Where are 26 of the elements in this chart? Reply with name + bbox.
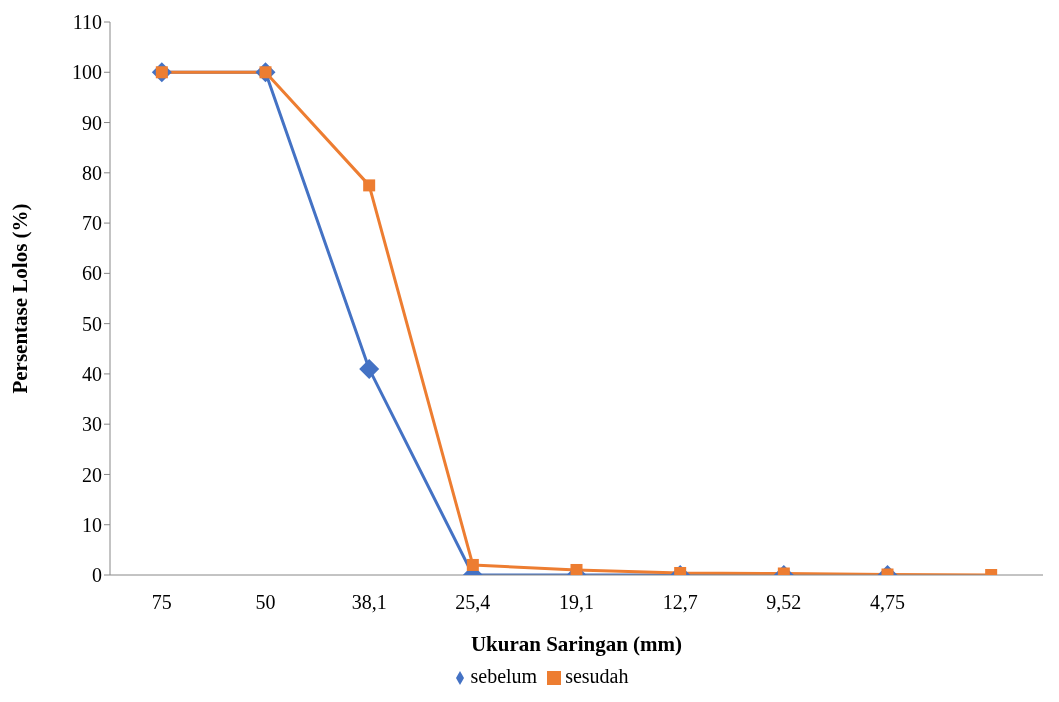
x-tick-label: 9,52 [766,591,802,614]
x-tick-label: 4,75 [870,591,905,614]
y-tick-label: 70 [82,212,102,235]
x-tick-label: 19,1 [559,591,594,614]
point [359,358,380,379]
y-tick-label: 50 [82,312,102,335]
y-tick-label: 10 [82,513,102,536]
legend-label: sebelum [470,665,538,687]
y-tick-label: 80 [82,161,102,184]
y-tick-label: 60 [82,262,102,285]
y-tick-label: 0 [92,564,102,587]
x-axis-title: Ukuran Saringan (mm) [470,632,683,656]
x-tick-label: 75 [151,591,172,614]
y-tick-label: 30 [82,413,102,436]
y-axis-title: Persentase Lolos (%) [8,203,33,394]
y-tick-label: 110 [72,11,102,34]
y-tick-label: 90 [82,111,102,134]
x-tick-label: 50 [255,591,276,614]
x-tick-label: 12,7 [662,591,698,614]
y-tick-label: 100 [72,61,102,84]
y-tick-label: 40 [82,363,102,386]
legend-label: sesudah [565,665,629,687]
x-tick-label: 25,4 [455,591,491,614]
y-tick-label: 20 [82,463,102,486]
point [363,179,376,192]
x-tick-label: 38,1 [351,591,387,614]
